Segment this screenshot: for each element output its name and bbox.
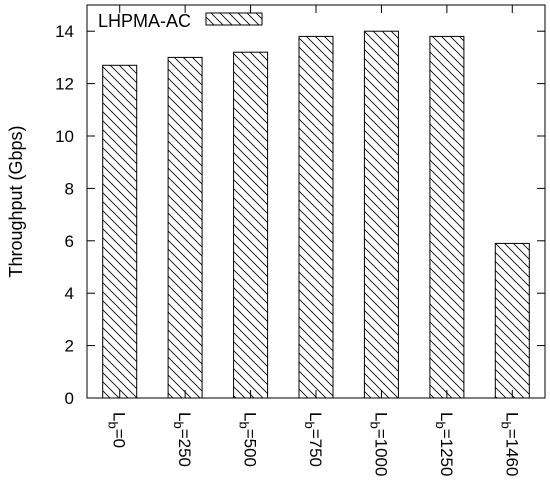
y-tick-label: 8 [65, 179, 74, 198]
y-tick-label: 4 [65, 284, 74, 303]
x-tick-label: Lb=250 [171, 412, 194, 467]
x-tick-label: Lb=1000 [367, 412, 390, 476]
x-tick-label: Lb=1460 [498, 412, 521, 476]
bar-0 [102, 64, 138, 399]
legend: LHPMA-AC [98, 11, 263, 31]
y-tick-label: 12 [55, 75, 74, 94]
x-tick-label: Lb=0 [106, 412, 129, 448]
bar-250 [167, 56, 203, 399]
x-tick-label: Lb=1250 [433, 412, 456, 476]
bar-1250 [429, 35, 465, 399]
y-tick-label: 10 [55, 127, 74, 146]
bar-750 [298, 35, 334, 399]
y-tick-label: 0 [65, 389, 74, 408]
x-tick-label: Lb=500 [237, 412, 260, 467]
y-tick-label: 2 [65, 337, 74, 356]
legend-swatch [205, 12, 263, 26]
bar-1460 [494, 242, 530, 399]
ticks-layer: 0 2 4 6 8 10 12 14 Lb=0 Lb=250 Lb=500 Lb=750 Lb=1000… [55, 5, 545, 476]
x-tick-label: Lb=750 [302, 412, 325, 467]
y-axis-title: Throughput (Gbps) [6, 125, 26, 277]
y-tick-label: 6 [65, 232, 74, 251]
legend-label: LHPMA-AC [98, 11, 191, 31]
y-tick-label: 14 [55, 22, 74, 41]
bar-500 [233, 51, 269, 399]
bars-layer [102, 30, 530, 399]
bar-1000 [363, 30, 399, 399]
